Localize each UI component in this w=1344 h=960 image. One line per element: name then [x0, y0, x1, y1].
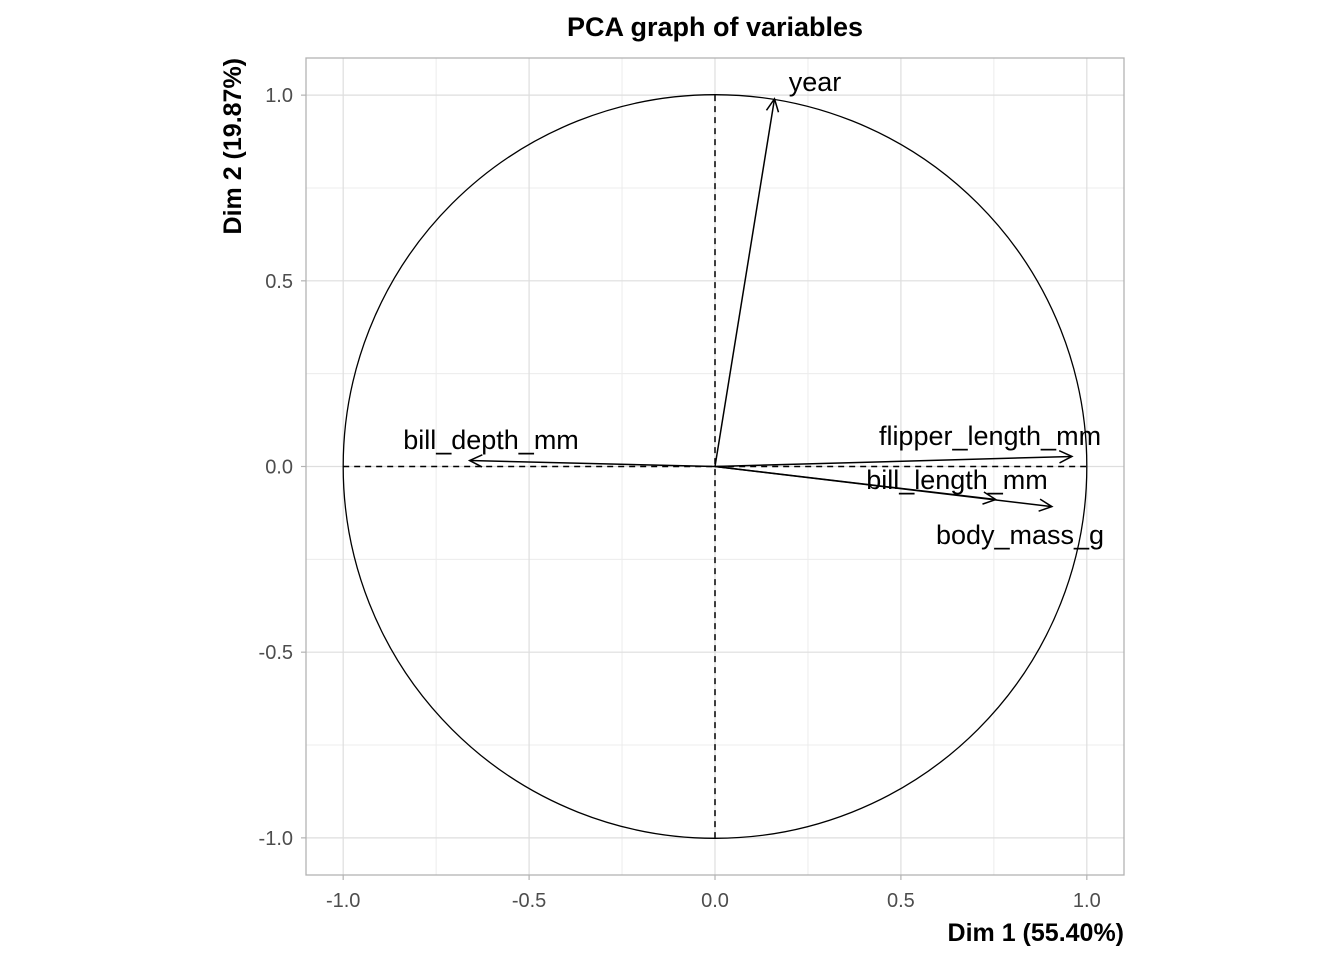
variable-label: year [789, 67, 842, 97]
marks: year bill_depth_mm flipper_length_mm bill_l… [342, 67, 1104, 839]
y-tick-label: 1.0 [265, 85, 293, 107]
arrow-head [765, 97, 780, 113]
variable-label: body_mass_g [936, 520, 1104, 550]
variable-arrow-flipper_length_mm: flipper_length_mm [714, 421, 1101, 468]
variable-label: flipper_length_mm [879, 421, 1101, 451]
x-tick-label: -0.5 [512, 890, 546, 912]
y-tick-label: -0.5 [259, 642, 293, 664]
variable-arrow-year: year [714, 67, 842, 467]
arrow-shaft [714, 455, 1072, 468]
variable-arrow-body_mass_g: body_mass_g [714, 465, 1104, 550]
arrow-head [1038, 498, 1054, 512]
y-axis-label: Dim 2 (19.87%) [219, 58, 247, 234]
axes: -1.0 -0.5 0.0 0.5 1.0 -1.0 -0.5 0.0 0.5 1.0 [259, 85, 1101, 912]
arrow-shaft [714, 465, 1052, 508]
arrow-head [1058, 450, 1074, 464]
variable-label: bill_depth_mm [403, 425, 579, 455]
y-tick-label: -1.0 [259, 828, 293, 850]
arrow-shaft [714, 98, 776, 467]
variable-label: bill_length_mm [866, 465, 1048, 495]
variable-arrow-bill_depth_mm: bill_depth_mm [403, 425, 716, 468]
x-tick-label: 0.5 [887, 890, 915, 912]
y-tick-label: 0.0 [265, 457, 293, 479]
variable-arrow-bill_length_mm: bill_length_mm [714, 465, 1048, 505]
chart-title: PCA graph of variables [567, 12, 863, 42]
arrow-shaft [469, 459, 716, 468]
x-axis-label: Dim 1 (55.40%) [948, 919, 1124, 947]
x-tick-label: -1.0 [326, 890, 360, 912]
y-tick-label: 0.5 [265, 271, 293, 293]
x-tick-label: 1.0 [1073, 890, 1101, 912]
arrow-head [467, 454, 483, 468]
x-tick-label: 0.0 [701, 890, 729, 912]
